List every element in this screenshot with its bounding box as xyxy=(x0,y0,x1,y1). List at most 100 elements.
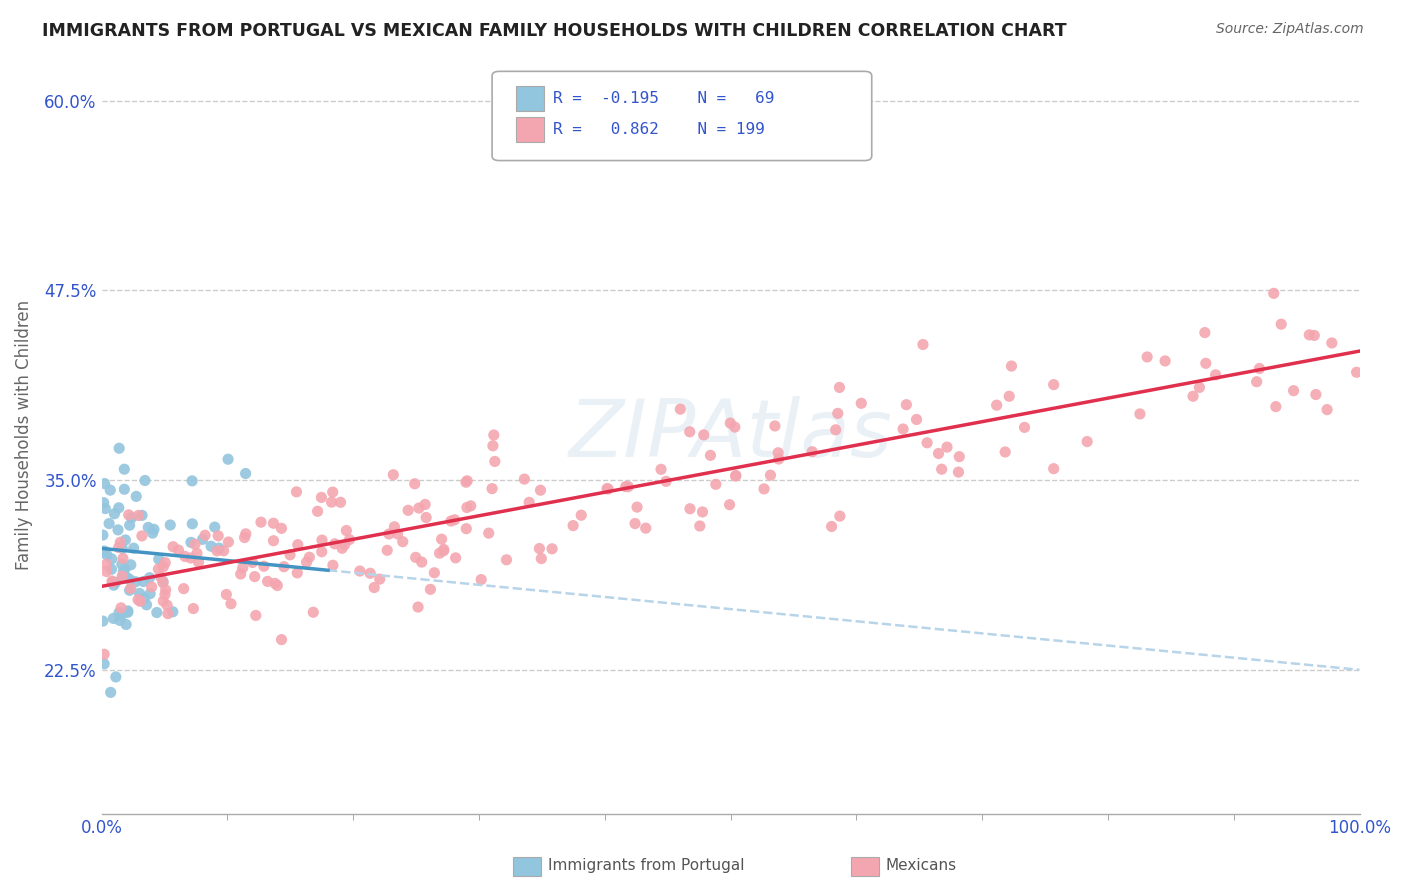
Point xyxy=(396,503,419,517)
Point xyxy=(112,483,135,497)
Point xyxy=(460,499,482,513)
Point xyxy=(759,468,782,483)
Point xyxy=(253,559,276,574)
Point xyxy=(311,491,333,505)
Point xyxy=(242,556,264,570)
Point xyxy=(513,472,536,486)
Point xyxy=(129,594,152,608)
Point xyxy=(262,516,284,531)
Point xyxy=(93,657,115,671)
Point xyxy=(180,535,202,549)
Point xyxy=(323,537,346,551)
Point xyxy=(1298,327,1320,342)
Point xyxy=(229,567,252,582)
Point xyxy=(135,598,157,612)
Point xyxy=(704,477,727,491)
Text: R =  -0.195    N =   69: R = -0.195 N = 69 xyxy=(553,91,773,105)
Point xyxy=(1249,361,1271,376)
Point xyxy=(569,508,592,523)
Point xyxy=(562,518,585,533)
Point xyxy=(429,546,451,560)
Point xyxy=(117,604,139,618)
Point xyxy=(679,501,702,516)
Text: R =   0.862    N = 199: R = 0.862 N = 199 xyxy=(553,122,765,136)
Text: IMMIGRANTS FROM PORTUGAL VS MEXICAN FAMILY HOUSEHOLDS WITH CHILDREN CORRELATION : IMMIGRANTS FROM PORTUGAL VS MEXICAN FAMI… xyxy=(42,22,1067,40)
Point xyxy=(391,534,413,549)
Point xyxy=(98,483,121,497)
Point xyxy=(404,476,426,491)
Point xyxy=(415,510,437,524)
Point xyxy=(470,573,492,587)
Text: Immigrants from Portugal: Immigrants from Portugal xyxy=(548,858,745,872)
Point xyxy=(112,565,135,579)
Point xyxy=(333,538,356,552)
Point xyxy=(143,522,166,536)
Point xyxy=(405,550,427,565)
Point xyxy=(153,587,176,601)
Point xyxy=(148,562,170,576)
Point xyxy=(626,500,648,514)
Point xyxy=(911,337,934,351)
Point xyxy=(118,572,141,586)
Point xyxy=(111,569,134,583)
Point xyxy=(693,428,716,442)
Point xyxy=(243,569,266,583)
Point xyxy=(406,600,429,615)
Point xyxy=(368,572,391,586)
Point xyxy=(478,526,501,541)
Point xyxy=(152,574,174,589)
Point xyxy=(100,552,122,566)
Point xyxy=(100,562,122,576)
Point xyxy=(311,545,333,559)
Point xyxy=(382,467,405,482)
Point xyxy=(311,533,333,547)
Point xyxy=(263,533,285,548)
Point xyxy=(93,496,115,510)
Point xyxy=(1076,434,1098,449)
Point xyxy=(444,550,467,565)
Point xyxy=(440,514,463,528)
Point xyxy=(824,423,846,437)
Point xyxy=(103,611,125,625)
Point xyxy=(142,526,165,541)
Point xyxy=(134,474,156,488)
Point xyxy=(724,420,747,434)
Point xyxy=(111,558,134,572)
Point xyxy=(295,555,318,569)
Point xyxy=(1263,286,1285,301)
Point xyxy=(948,465,970,479)
Point xyxy=(1264,400,1286,414)
Point xyxy=(233,531,256,545)
Point xyxy=(111,541,134,556)
Point xyxy=(285,484,308,499)
Point xyxy=(986,398,1008,412)
Point xyxy=(423,566,446,580)
Point xyxy=(120,582,142,596)
Point xyxy=(194,528,217,542)
Point xyxy=(413,498,436,512)
Point xyxy=(96,558,118,572)
Point xyxy=(111,607,134,622)
Point xyxy=(766,446,789,460)
Point xyxy=(94,501,117,516)
Point xyxy=(1316,402,1339,417)
Point xyxy=(827,406,849,420)
Point xyxy=(692,505,714,519)
Point xyxy=(148,552,170,566)
Point xyxy=(108,613,131,627)
Point xyxy=(107,500,129,515)
Point xyxy=(321,495,343,509)
Point xyxy=(118,583,141,598)
Point xyxy=(115,571,138,585)
Point xyxy=(433,543,456,558)
Point xyxy=(408,501,430,516)
Point xyxy=(1282,384,1305,398)
Point xyxy=(120,558,142,572)
Point xyxy=(155,556,177,570)
Point xyxy=(207,529,229,543)
Point xyxy=(139,587,162,601)
Point xyxy=(456,500,478,515)
Point xyxy=(650,462,672,476)
Point xyxy=(307,504,329,518)
Point xyxy=(482,439,505,453)
